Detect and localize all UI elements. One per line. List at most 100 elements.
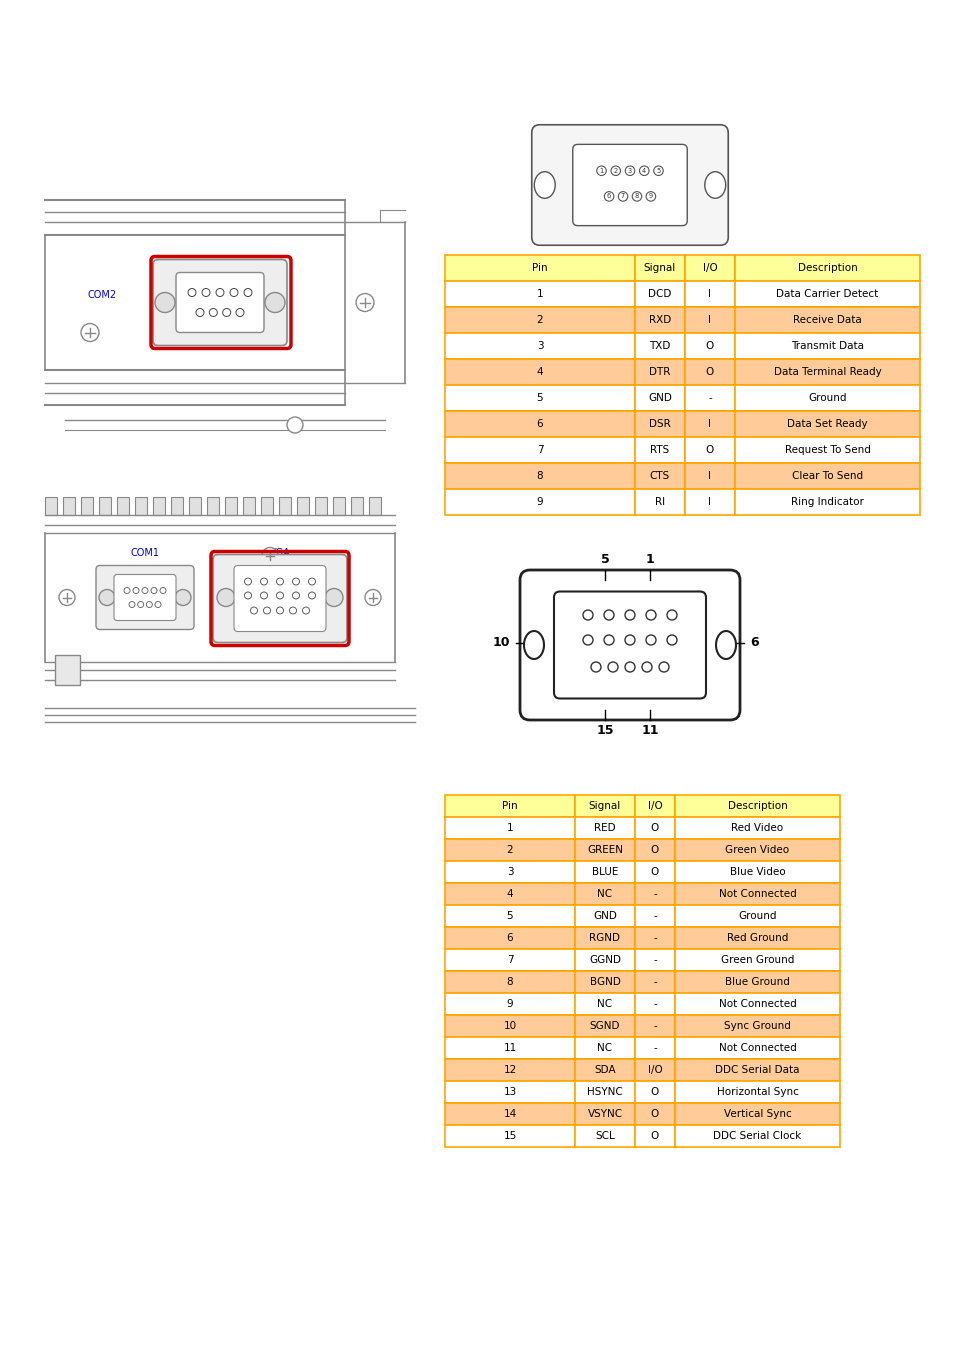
Circle shape — [174, 590, 191, 606]
Circle shape — [666, 634, 677, 645]
Circle shape — [603, 634, 614, 645]
Text: 1: 1 — [645, 554, 654, 566]
Bar — [675, 949, 840, 971]
Text: SCL: SCL — [595, 1131, 615, 1141]
Text: NC: NC — [597, 890, 612, 899]
Text: -: - — [653, 933, 657, 944]
Circle shape — [365, 590, 380, 606]
Bar — [575, 971, 635, 994]
Bar — [351, 497, 363, 514]
Bar — [45, 497, 57, 514]
Bar — [575, 883, 635, 905]
Text: Not Connected: Not Connected — [718, 1044, 796, 1053]
Bar — [684, 489, 734, 514]
Bar — [734, 255, 919, 281]
Bar — [684, 359, 734, 385]
Bar — [635, 489, 684, 514]
Text: NC: NC — [597, 1044, 612, 1053]
Bar — [444, 1037, 575, 1058]
Bar — [135, 497, 147, 514]
Bar — [261, 497, 273, 514]
Bar — [675, 861, 840, 883]
Bar — [635, 1037, 675, 1058]
Circle shape — [287, 417, 303, 433]
Text: I: I — [708, 471, 711, 481]
Bar — [734, 385, 919, 410]
Text: -: - — [653, 977, 657, 987]
Text: 11: 11 — [640, 724, 659, 737]
Text: 4: 4 — [506, 890, 513, 899]
FancyBboxPatch shape — [233, 566, 326, 632]
Circle shape — [262, 548, 277, 563]
Bar — [575, 861, 635, 883]
Text: BLUE: BLUE — [591, 867, 618, 878]
Text: VSYNC: VSYNC — [587, 1108, 622, 1119]
Circle shape — [209, 309, 217, 316]
Bar — [675, 927, 840, 949]
Bar — [635, 1125, 675, 1148]
Circle shape — [146, 602, 152, 608]
Circle shape — [325, 589, 343, 606]
Bar — [675, 971, 840, 994]
Text: 9: 9 — [648, 193, 652, 200]
Text: TXD: TXD — [649, 342, 670, 351]
Text: 6: 6 — [606, 193, 611, 200]
Bar — [635, 306, 684, 333]
Bar — [734, 410, 919, 437]
Bar — [81, 497, 92, 514]
Bar — [225, 497, 236, 514]
Text: O: O — [705, 367, 714, 377]
Bar — [675, 1037, 840, 1058]
Bar — [444, 385, 635, 410]
Bar — [635, 410, 684, 437]
FancyBboxPatch shape — [152, 259, 287, 346]
Bar — [635, 1081, 675, 1103]
Circle shape — [289, 608, 296, 614]
Bar — [575, 949, 635, 971]
Text: DDC Serial Data: DDC Serial Data — [715, 1065, 799, 1075]
Circle shape — [645, 192, 655, 201]
Text: 8: 8 — [634, 193, 639, 200]
Text: I: I — [708, 497, 711, 508]
Circle shape — [597, 166, 605, 176]
Bar — [675, 904, 840, 927]
Bar — [635, 904, 675, 927]
Bar — [635, 795, 675, 817]
Bar — [675, 817, 840, 838]
Text: O: O — [650, 824, 659, 833]
Circle shape — [230, 289, 237, 297]
Circle shape — [610, 166, 619, 176]
Text: Request To Send: Request To Send — [783, 446, 869, 455]
Bar — [575, 1037, 635, 1058]
Text: Signal: Signal — [588, 801, 620, 811]
Text: O: O — [650, 1108, 659, 1119]
Text: 2: 2 — [506, 845, 513, 855]
Text: 9: 9 — [506, 999, 513, 1008]
Text: Red Ground: Red Ground — [726, 933, 787, 944]
Bar — [117, 497, 129, 514]
FancyBboxPatch shape — [213, 555, 347, 643]
Text: DTR: DTR — [649, 367, 670, 377]
Bar — [171, 497, 183, 514]
Circle shape — [624, 166, 634, 176]
Text: Green Ground: Green Ground — [720, 954, 793, 965]
Circle shape — [618, 192, 627, 201]
Text: Ground: Ground — [807, 393, 846, 404]
Bar — [575, 795, 635, 817]
Circle shape — [124, 587, 130, 594]
Bar — [99, 497, 111, 514]
Circle shape — [244, 593, 252, 599]
Bar — [675, 1058, 840, 1081]
Circle shape — [260, 578, 267, 585]
Circle shape — [666, 610, 677, 620]
Bar — [675, 1015, 840, 1037]
Bar — [635, 838, 675, 861]
Bar — [684, 306, 734, 333]
Bar — [444, 437, 635, 463]
Circle shape — [222, 309, 231, 316]
Bar — [635, 437, 684, 463]
Text: 8: 8 — [537, 471, 543, 481]
Circle shape — [244, 578, 252, 585]
Bar — [675, 1103, 840, 1125]
Bar — [444, 1103, 575, 1125]
